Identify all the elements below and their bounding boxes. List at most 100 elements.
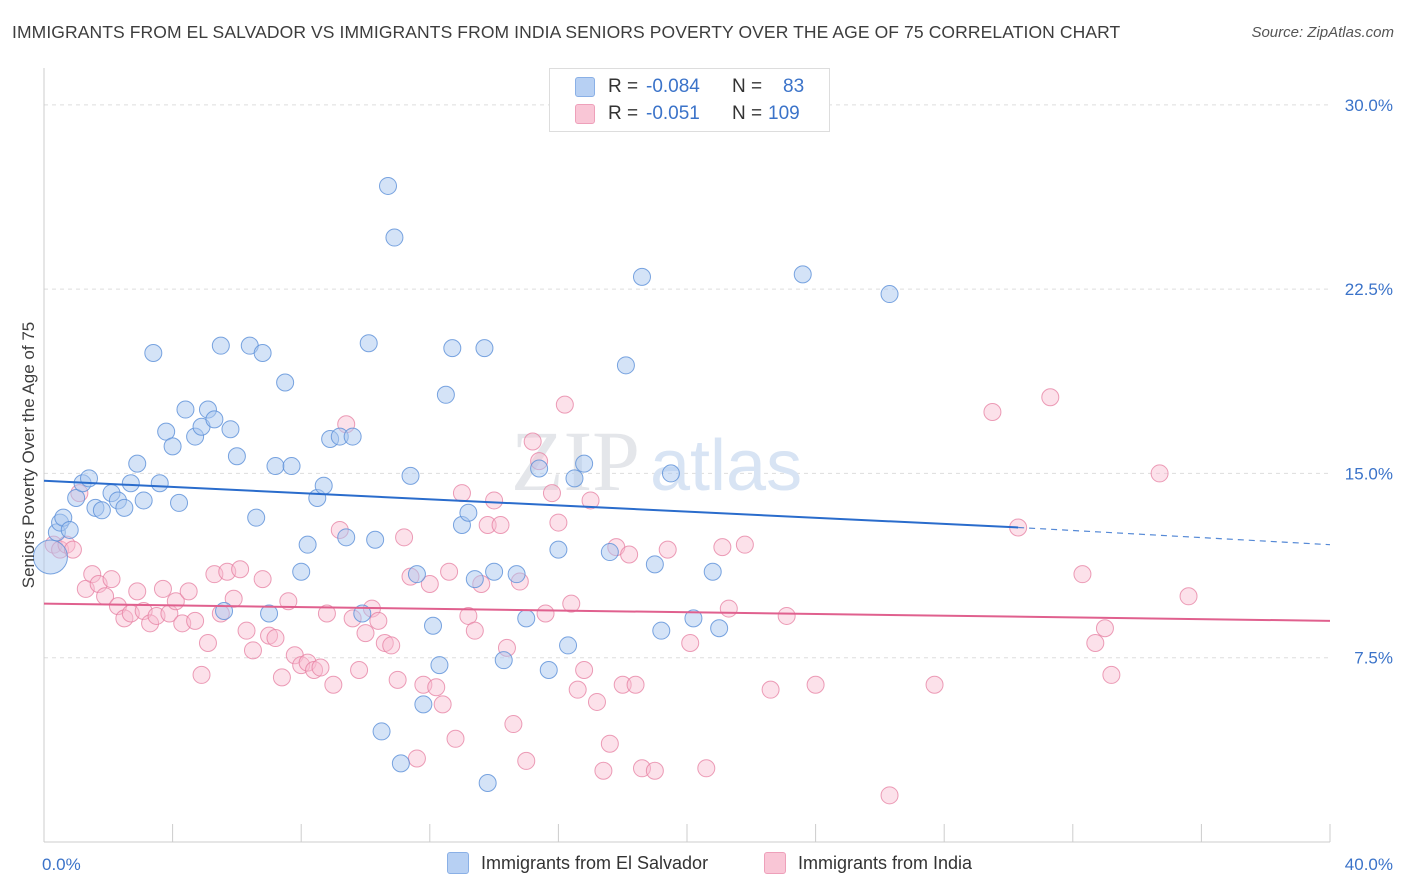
el-salvador-point [407, 565, 426, 584]
el-salvador-points [32, 176, 899, 793]
india-point [433, 695, 452, 714]
n-label: N = [732, 76, 763, 97]
el-salvador-point [565, 469, 584, 488]
india-point [356, 624, 375, 643]
axes [43, 68, 1331, 843]
el-salvador-point [353, 604, 372, 623]
india-point [1179, 587, 1198, 606]
india-point [324, 675, 343, 694]
el-salvador-point [465, 570, 484, 589]
el-salvador-point [443, 339, 462, 358]
el-salvador-point [266, 457, 285, 476]
el-salvador-point [494, 651, 513, 670]
india-point [491, 516, 510, 535]
india-point [761, 680, 780, 699]
india-point [735, 535, 754, 554]
india-point [1102, 665, 1121, 684]
el-salvador-point [253, 344, 272, 363]
el-salvador-point [92, 501, 111, 520]
el-salvador-point [150, 474, 169, 493]
el-salvador-point [247, 508, 266, 527]
india-point [549, 513, 568, 532]
india-point [388, 670, 407, 689]
series-legend: Immigrants from El Salvador Immigrants f… [0, 852, 1406, 878]
el-salvador-point [600, 543, 619, 562]
n-value: 83 [783, 76, 805, 97]
el-salvador-point [793, 265, 812, 284]
india-point [272, 668, 291, 687]
india-point [536, 604, 555, 623]
el-salvador-point [424, 616, 443, 635]
india-point [594, 761, 613, 780]
legend-label: Immigrants from India [798, 852, 973, 873]
india-point [407, 749, 426, 768]
india-point [681, 633, 700, 652]
india-point [983, 403, 1002, 421]
el-salvador-point [260, 604, 279, 623]
el-salvador-point [121, 474, 140, 493]
el-salvador-point [703, 562, 722, 581]
el-salvador-point [292, 562, 311, 581]
india-point [369, 611, 388, 630]
y-tick-label: 22.5% [1345, 280, 1393, 299]
el-salvador-point [401, 466, 420, 485]
india-point [1073, 565, 1092, 584]
india-point [128, 582, 147, 601]
india-point [350, 661, 369, 679]
x-tick-label: 0.0% [42, 855, 81, 874]
x-tick-label: 40.0% [1345, 855, 1393, 874]
india-point [777, 606, 796, 625]
india-point [542, 484, 561, 503]
india-point [626, 675, 645, 694]
trend-lines [43, 479, 1331, 622]
el-salvador-point [282, 457, 301, 476]
india-point [658, 540, 677, 559]
el-salvador-point [211, 336, 230, 355]
india-point [600, 734, 619, 753]
el-salvador-point [391, 754, 410, 773]
el-salvador-point [880, 285, 899, 304]
el-salvador-point [414, 695, 433, 714]
india-point [620, 545, 639, 564]
correlation-legend: R = -0.084 N = 83 R = -0.051 N = 109 [549, 68, 830, 132]
el-salvador-point [616, 356, 635, 375]
el-salvador-point [652, 621, 671, 640]
el-salvador-point [645, 555, 664, 574]
chart-source: Source: ZipAtlas.com [1251, 24, 1394, 41]
el-salvador-point [176, 400, 195, 419]
india-point [427, 678, 446, 697]
india-point [555, 395, 574, 414]
chart-title: IMMIGRANTS FROM EL SALVADOR VS IMMIGRANT… [12, 22, 1121, 42]
india-point [186, 611, 205, 630]
india-point [925, 675, 944, 694]
legend-item-india[interactable]: Immigrants from India [764, 852, 972, 874]
pink-swatch [764, 852, 786, 874]
india-point [645, 761, 664, 780]
y-tick-labels: 7.5% 15.0% 22.5% 30.0% [1345, 96, 1393, 668]
india-point [83, 565, 102, 584]
india-point [719, 599, 738, 618]
india-point [253, 570, 272, 589]
n-value: 109 [768, 103, 800, 124]
india-point [192, 665, 211, 684]
y-tick-label: 30.0% [1345, 96, 1393, 115]
legend-item-el-salvador[interactable]: Immigrants from El Salvador [447, 852, 708, 874]
india-point [317, 604, 336, 623]
india-point [311, 658, 330, 677]
india-point [1150, 464, 1169, 483]
el-salvador-point [430, 656, 449, 675]
india-point [517, 751, 536, 770]
el-salvador-point [507, 565, 526, 584]
watermark-zip: ZIP [511, 413, 640, 509]
y-tick-label: 7.5% [1354, 649, 1393, 668]
india-point [478, 516, 497, 535]
india-point [1041, 388, 1060, 407]
el-salvador-point [314, 476, 333, 495]
r-value: -0.051 [646, 103, 700, 124]
blue-swatch [575, 77, 595, 97]
el-salvador-point [144, 344, 163, 363]
el-salvador-point [298, 535, 317, 554]
el-salvador-point [337, 528, 356, 547]
el-salvador-trend-line [43, 479, 1019, 529]
